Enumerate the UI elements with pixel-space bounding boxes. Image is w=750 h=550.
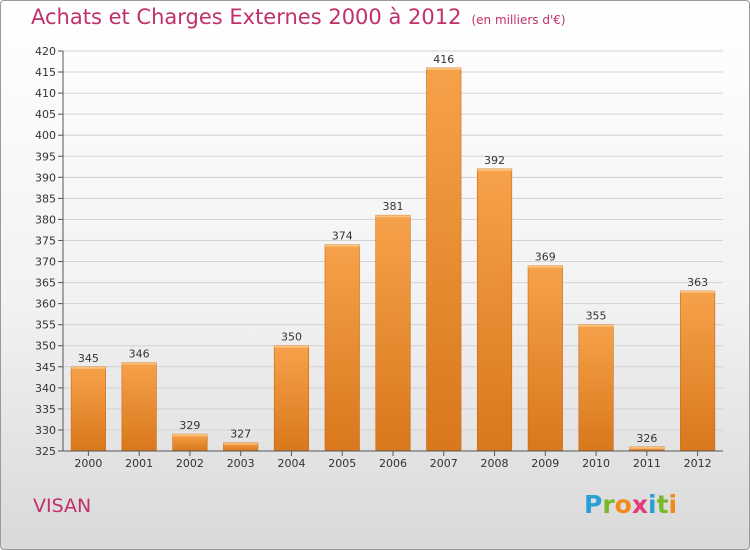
y-tick-label: 415 xyxy=(35,66,56,79)
y-tick-label: 340 xyxy=(35,382,56,395)
data-label: 355 xyxy=(586,310,607,323)
bar xyxy=(476,168,513,452)
logo-letter: i xyxy=(648,490,657,519)
x-tick-label: 2011 xyxy=(633,457,661,470)
y-axis-ticks: 325 330 335 340 345 350 355 360 365 370 375 380 385 3… xyxy=(35,45,63,458)
bar-highlight xyxy=(578,324,614,327)
x-tick-label: 2009 xyxy=(531,457,559,470)
bar-highlight xyxy=(71,366,106,369)
data-label: 363 xyxy=(687,276,708,289)
x-tick-label: 2006 xyxy=(379,457,407,470)
logo-letter: o xyxy=(614,490,632,519)
y-tick-label: 330 xyxy=(35,424,56,437)
data-label: 327 xyxy=(230,428,251,441)
y-tick-label: 350 xyxy=(35,340,56,353)
x-axis-ticks: 2000 2001 2002 2003 2004 2005 2006 2007 2008 2009… xyxy=(74,451,712,470)
x-tick-label: 2012 xyxy=(684,457,712,470)
x-tick-label: 2001 xyxy=(125,457,153,470)
y-tick-label: 325 xyxy=(35,445,56,458)
bar xyxy=(375,214,411,452)
x-tick-label: 2000 xyxy=(74,457,102,470)
bar-highlight xyxy=(274,345,309,348)
bar xyxy=(578,324,614,452)
bar-highlight xyxy=(375,215,411,218)
y-tick-label: 375 xyxy=(35,234,56,247)
data-label: 350 xyxy=(281,331,302,344)
y-tick-label: 420 xyxy=(35,45,56,58)
bar xyxy=(426,67,462,452)
bar-highlight xyxy=(477,168,512,171)
bar xyxy=(172,433,208,452)
data-label: 369 xyxy=(535,251,556,264)
data-label: 326 xyxy=(636,432,657,445)
bars xyxy=(70,67,716,452)
logo-letter: i xyxy=(668,490,678,519)
y-tick-label: 405 xyxy=(35,108,56,121)
data-labels: 345 346 329 327 350 374 381 416 392 369 355 326 363 xyxy=(78,53,708,445)
bar xyxy=(680,290,716,452)
bar-highlight xyxy=(528,265,563,268)
y-tick-label: 345 xyxy=(35,361,56,374)
bar-highlight xyxy=(223,442,258,445)
data-label: 329 xyxy=(179,419,200,432)
bar xyxy=(121,362,157,452)
bar xyxy=(324,244,360,452)
bar-highlight xyxy=(121,362,157,365)
proxiti-logo: Proxiti xyxy=(584,490,677,519)
y-tick-label: 355 xyxy=(35,319,56,332)
y-tick-label: 400 xyxy=(35,129,56,142)
y-tick-label: 370 xyxy=(35,256,56,269)
data-label: 392 xyxy=(484,154,505,167)
data-label: 416 xyxy=(433,53,454,66)
x-tick-label: 2005 xyxy=(328,457,356,470)
bar-highlight xyxy=(629,446,665,449)
y-tick-label: 385 xyxy=(35,192,56,205)
commune-name: VISAN xyxy=(33,495,92,517)
bar xyxy=(70,366,106,452)
bar-highlight xyxy=(426,67,462,70)
y-tick-label: 335 xyxy=(35,403,56,416)
y-tick-label: 395 xyxy=(35,150,56,163)
logo-letter: r xyxy=(602,490,615,519)
x-tick-label: 2002 xyxy=(176,457,204,470)
logo-letter: t xyxy=(656,490,669,519)
y-tick-label: 380 xyxy=(35,213,56,226)
x-tick-label: 2007 xyxy=(430,457,458,470)
y-tick-label: 365 xyxy=(35,277,56,290)
x-tick-label: 2003 xyxy=(227,457,255,470)
x-tick-label: 2010 xyxy=(582,457,610,470)
y-tick-label: 410 xyxy=(35,87,56,100)
logo-letter: P xyxy=(584,490,603,519)
data-label: 345 xyxy=(78,352,99,365)
bar-highlight xyxy=(172,434,208,437)
chart-title-area: Achats et Charges Externes 2000 à 2012 (e… xyxy=(31,5,566,29)
data-label: 381 xyxy=(383,200,404,213)
y-tick-label: 360 xyxy=(35,298,56,311)
bar xyxy=(273,345,310,452)
data-label: 346 xyxy=(129,348,150,361)
x-tick-label: 2004 xyxy=(277,457,305,470)
y-tick-label: 390 xyxy=(35,171,56,184)
chart-subtitle: (en milliers d'€) xyxy=(471,13,566,27)
bar-highlight xyxy=(680,291,715,293)
chart-title: Achats et Charges Externes 2000 à 2012 xyxy=(31,5,462,29)
bar xyxy=(527,265,563,452)
logo-letter: x xyxy=(631,490,648,519)
x-tick-label: 2008 xyxy=(481,457,509,470)
data-label: 374 xyxy=(332,230,353,243)
bar-highlight xyxy=(324,244,360,247)
